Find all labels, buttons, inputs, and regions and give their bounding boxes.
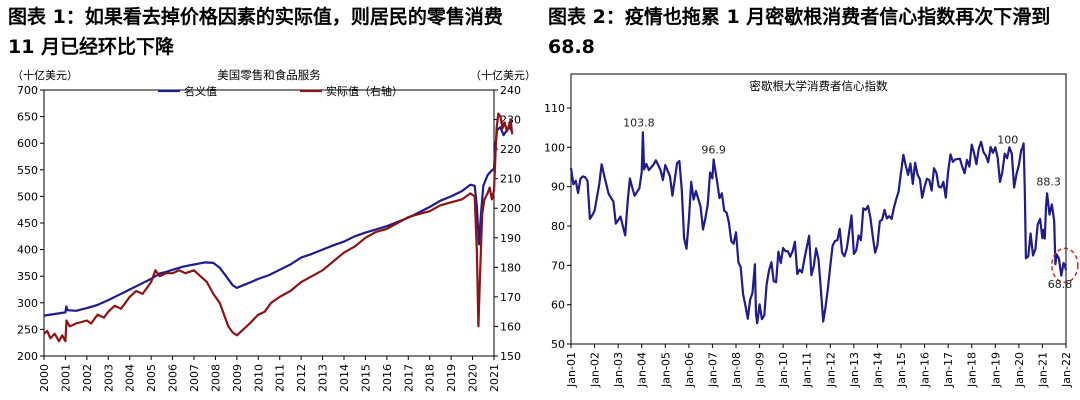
left-y-tick-label: 500 — [17, 190, 38, 203]
x-tick-label: Jan-19 — [989, 352, 1002, 388]
right-y-tick-label: 240 — [500, 84, 521, 97]
x-tick-label: 2005 — [145, 364, 158, 392]
left-y-tick-label: 700 — [17, 84, 38, 97]
x-tick-label: Jan-06 — [683, 352, 696, 388]
x-tick-label: 2007 — [188, 364, 201, 392]
x-tick-label: 2021 — [488, 364, 501, 392]
left-chart-panel: 图表 1：如果看去掉价格因素的实际值，则居民的零售消费 11 月已经环比下降 2… — [8, 6, 536, 392]
left-chart-svg: 200 250 300 350 400 450 500 550 600 650 700 150 160 1… — [12, 68, 536, 392]
y-tick-label: 100 — [544, 141, 565, 154]
x-tick-label: Jan-13 — [848, 352, 861, 388]
left-y-tick-label: 550 — [17, 164, 38, 177]
y-tick-label: 80 — [551, 220, 565, 233]
left-y-tick-label: 650 — [17, 111, 38, 124]
sentiment-series-line — [569, 131, 1068, 325]
data-label: 68.8 — [1048, 278, 1073, 291]
x-tick-label: Jan-18 — [966, 352, 979, 388]
x-tick-label: Jan-17 — [942, 352, 955, 388]
x-tick-label: Jan-01 — [565, 352, 578, 388]
x-tick-label: 2012 — [295, 364, 308, 392]
x-tick-label: Jan-20 — [1013, 352, 1026, 388]
left-y-tick-label: 300 — [17, 297, 38, 310]
y-tick-label: 70 — [551, 259, 565, 272]
x-tick-label: Jan-03 — [612, 352, 625, 388]
y-tick-label: 60 — [551, 299, 565, 312]
right-y-tick-label: 200 — [500, 202, 521, 215]
right-plot-frame — [570, 73, 1067, 345]
right-y-tick-label: 210 — [500, 173, 521, 186]
x-tick-label: 2020 — [467, 364, 480, 392]
x-tick-label: 2006 — [167, 364, 180, 392]
x-tick-label: Jan-09 — [754, 352, 767, 388]
x-tick-label: Jan-11 — [801, 352, 814, 388]
right-y-tick-label: 160 — [500, 320, 521, 333]
legend-label: 名义值 — [184, 84, 217, 98]
x-tick-label: Jan-22 — [1060, 352, 1073, 388]
data-label: 96.9 — [701, 144, 726, 157]
x-tick-label: 2015 — [359, 364, 372, 392]
x-tick-label: Jan-21 — [1036, 352, 1049, 388]
left-y-tick-label: 400 — [17, 244, 38, 257]
y-tick-label: 90 — [551, 181, 565, 194]
data-label: 100 — [997, 133, 1018, 146]
left-chart-heading: 图表 1：如果看去掉价格因素的实际值，则居民的零售消费 11 月已经环比下降 — [8, 6, 503, 58]
left-y-tick-label: 350 — [17, 270, 38, 283]
highlight-circle — [1051, 247, 1079, 284]
y-tick-label: 110 — [544, 102, 565, 115]
nominal-series-line — [43, 126, 514, 317]
right-y-tick-label: 150 — [500, 350, 521, 363]
x-tick-label: Jan-10 — [777, 352, 790, 388]
right-axis-unit: （十亿美元） — [470, 68, 536, 82]
right-y-tick-label: 220 — [500, 143, 521, 156]
right-chart-svg: 密歇根大学消费者信心指数 50 60 70 80 90 100 110 Jan-01 Jan-02… — [544, 73, 1079, 388]
legend-label: 实际值（右轴） — [326, 84, 403, 98]
x-tick-label: 2010 — [252, 364, 265, 392]
x-tick-label: Jan-07 — [706, 352, 719, 388]
x-tick-label: 2018 — [424, 364, 437, 392]
x-tick-label: 2017 — [402, 364, 415, 392]
x-tick-label: 2003 — [102, 364, 115, 392]
left-y-tick-label: 600 — [17, 137, 38, 150]
right-y-tick-label: 170 — [500, 291, 521, 304]
x-tick-label: 2004 — [124, 364, 137, 392]
x-tick-label: Jan-12 — [824, 352, 837, 388]
x-tick-label: 2016 — [381, 364, 394, 392]
x-tick-label: 2008 — [209, 364, 222, 392]
real-series-line — [43, 112, 514, 343]
x-tick-label: 2009 — [231, 364, 244, 392]
right-chart-panel: 图表 2：疫情也拖累 1 月密歇根消费者信心指数再次下滑到 68.8 密歇根大学… — [540, 0, 1080, 400]
x-tick-label: 2000 — [38, 364, 51, 392]
left-y-tick-label: 250 — [17, 323, 38, 336]
y-tick-label: 50 — [551, 338, 565, 351]
right-chart-title: 密歇根大学消费者信心指数 — [750, 79, 888, 93]
x-tick-label: Jan-08 — [730, 352, 743, 388]
x-tick-label: 2013 — [317, 364, 330, 392]
left-axis-unit: （十亿美元） — [12, 68, 78, 82]
data-label: 103.8 — [623, 116, 655, 129]
x-tick-label: Jan-04 — [636, 352, 649, 388]
left-y-tick-label: 200 — [17, 350, 38, 363]
x-tick-label: 2011 — [274, 364, 287, 392]
right-chart-heading: 图表 2：疫情也拖累 1 月密歇根消费者信心指数再次下滑到 68.8 — [548, 6, 1051, 58]
x-tick-label: 2001 — [59, 364, 72, 392]
x-tick-label: Jan-05 — [659, 352, 672, 388]
right-y-tick-label: 180 — [500, 261, 521, 274]
x-tick-label: Jan-16 — [919, 352, 932, 388]
x-tick-label: 2019 — [445, 364, 458, 392]
x-tick-label: Jan-15 — [895, 352, 908, 388]
x-tick-label: 2014 — [338, 364, 351, 392]
left-plot-frame — [43, 89, 495, 357]
left-y-tick-label: 450 — [17, 217, 38, 230]
data-label: 88.3 — [1036, 175, 1061, 188]
left-chart-title: 美国零售和食品服务 — [217, 68, 321, 82]
x-tick-label: Jan-02 — [589, 352, 602, 388]
right-y-tick-label: 190 — [500, 232, 521, 245]
x-tick-label: 2002 — [81, 364, 94, 392]
x-tick-label: Jan-14 — [871, 352, 884, 388]
